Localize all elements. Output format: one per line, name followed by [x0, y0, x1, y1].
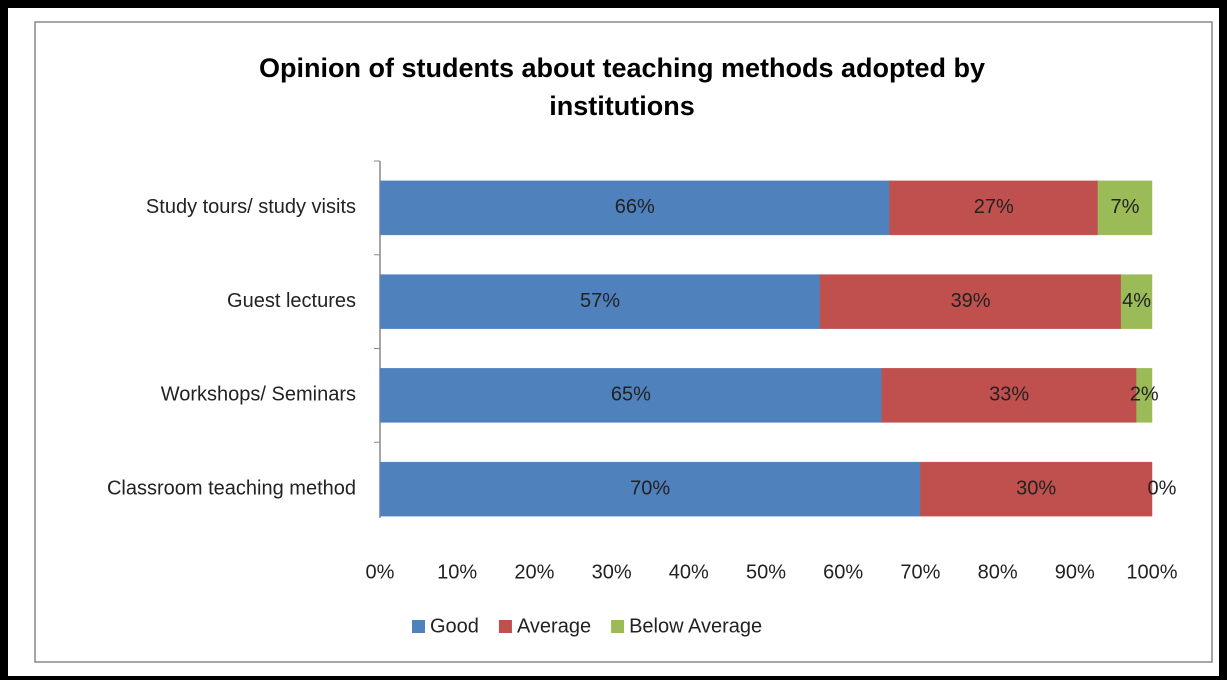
- bar-segment: [1097, 180, 1153, 236]
- bar-segment: [379, 274, 821, 329]
- x-tick-label: 40%: [669, 561, 709, 583]
- chart-title: Opinion of students about teaching metho…: [259, 53, 985, 83]
- bar-segment: [1136, 368, 1153, 423]
- bar-segment: [1120, 274, 1153, 329]
- x-tick-label: 50%: [746, 561, 786, 583]
- legend-label: Average: [517, 615, 591, 637]
- data-label: 65%: [611, 384, 651, 406]
- legend-swatch: [611, 620, 625, 633]
- data-label: 30%: [1016, 477, 1056, 499]
- y-tick-label: Study tours/ study visits: [146, 196, 356, 218]
- x-tick-label: 10%: [437, 561, 477, 583]
- data-label: 70%: [630, 477, 670, 499]
- x-tick-label: 0%: [366, 561, 395, 583]
- bar-segment: [379, 461, 921, 517]
- data-label: 2%: [1130, 384, 1159, 406]
- legend-swatch: [498, 620, 512, 633]
- legend-label: Below Average: [629, 615, 762, 637]
- data-label: 27%: [974, 196, 1014, 218]
- x-tick-label: 30%: [592, 561, 632, 583]
- chart-area: [34, 21, 1213, 663]
- x-tick-label: 90%: [1055, 561, 1095, 583]
- y-tick-label: Workshops/ Seminars: [161, 384, 356, 406]
- data-label: 7%: [1111, 196, 1140, 218]
- data-label: 4%: [1122, 290, 1151, 312]
- chart-title: institutions: [549, 91, 694, 121]
- bar-segment: [379, 368, 883, 423]
- x-tick-label: 60%: [823, 561, 863, 583]
- x-tick-label: 80%: [978, 561, 1018, 583]
- x-tick-label: 20%: [514, 561, 554, 583]
- data-label: 0%: [1148, 477, 1177, 499]
- bar-segment: [881, 368, 1137, 423]
- data-label: 57%: [580, 290, 620, 312]
- x-tick-label: 100%: [1126, 561, 1177, 583]
- data-label: 39%: [951, 290, 991, 312]
- bar-segment: [920, 461, 1153, 517]
- y-tick-label: Guest lectures: [227, 290, 356, 312]
- legend-label: Good: [430, 615, 479, 637]
- data-label: 66%: [615, 196, 655, 218]
- x-tick-label: 70%: [900, 561, 940, 583]
- legend-swatch: [412, 620, 425, 633]
- data-label: 33%: [989, 384, 1029, 406]
- bar-segment: [889, 180, 1099, 236]
- bar-segment: [819, 274, 1122, 329]
- y-tick-label: Classroom teaching method: [107, 477, 356, 499]
